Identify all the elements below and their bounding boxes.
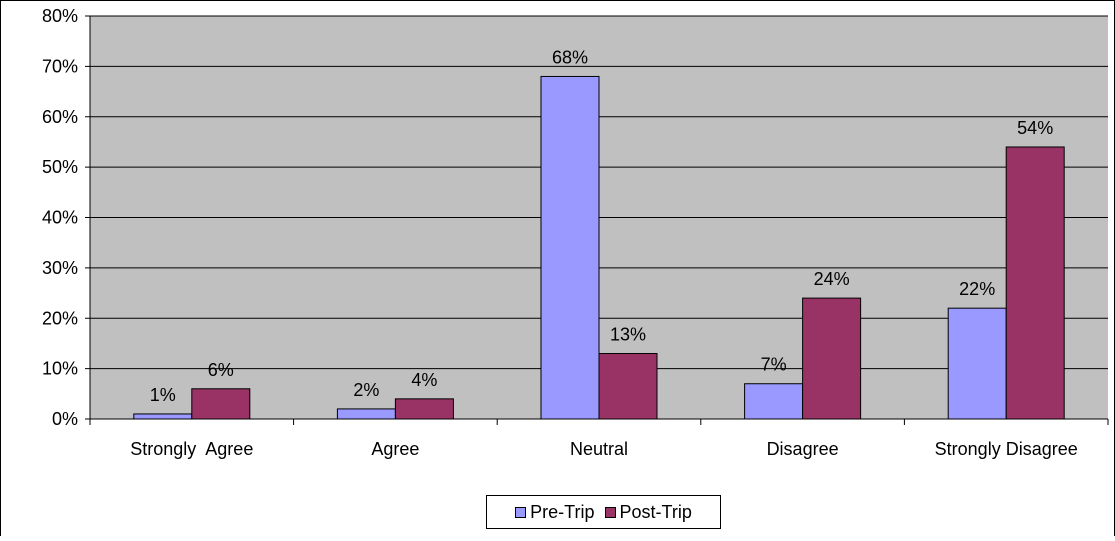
y-tick-label: 40%	[42, 208, 78, 228]
bar-post-trip-3	[802, 297, 862, 420]
legend-label-pre-trip: Pre-Trip	[530, 501, 595, 522]
y-tick-label: 50%	[42, 157, 78, 177]
bars	[133, 75, 1065, 420]
y-tick-label: 20%	[42, 308, 78, 328]
legend-item-pre-trip: Pre-Trip	[515, 501, 595, 523]
x-category-label: Agree	[371, 439, 419, 459]
data-label: 68%	[552, 47, 588, 67]
y-tick-label: 70%	[42, 56, 78, 76]
legend-item-post-trip: Post-Trip	[604, 501, 692, 523]
y-tick-label: 30%	[42, 258, 78, 278]
axes: 0% 10% 20% 30% 40% 50% 60% 70% 80% Strongly Agree…	[42, 6, 1109, 459]
legend-swatch-post-trip	[604, 506, 616, 518]
bar-pre-trip-4	[947, 307, 1007, 420]
bar-pre-trip-1	[336, 408, 396, 420]
x-category-label: Strongly Agree	[130, 439, 253, 459]
legend-swatch-pre-trip	[515, 506, 527, 518]
bar-pre-trip-2	[540, 75, 600, 420]
data-label: 54%	[1017, 118, 1053, 138]
y-tick-label: 80%	[42, 6, 78, 26]
bar-pre-trip-3	[744, 383, 804, 420]
data-labels: 1% 6% 2% 4% 68% 13% 7% 24% 22% 54%	[150, 47, 1053, 405]
data-label: 22%	[959, 279, 995, 299]
bar-post-trip-0	[191, 388, 251, 420]
bar-post-trip-4	[1005, 146, 1065, 420]
bar-post-trip-1	[394, 398, 454, 420]
data-label: 7%	[761, 355, 787, 375]
y-tick-label: 10%	[42, 359, 78, 379]
x-category-label: Neutral	[570, 439, 628, 459]
x-category-label: Disagree	[767, 439, 839, 459]
bar-post-trip-2	[598, 353, 658, 420]
y-tick-label: 60%	[42, 107, 78, 127]
bar-pre-trip-0	[133, 413, 193, 420]
legend-label-post-trip: Post-Trip	[619, 501, 692, 522]
data-label: 24%	[814, 269, 850, 289]
legend: Pre-Trip Post-Trip	[486, 495, 721, 529]
data-label: 2%	[353, 380, 379, 400]
data-label: 1%	[150, 385, 176, 405]
y-tick-label: 0%	[52, 409, 78, 429]
data-label: 13%	[610, 325, 646, 345]
data-label: 6%	[208, 360, 234, 380]
data-label: 4%	[411, 370, 437, 390]
x-category-label: Strongly Disagree	[935, 439, 1078, 459]
